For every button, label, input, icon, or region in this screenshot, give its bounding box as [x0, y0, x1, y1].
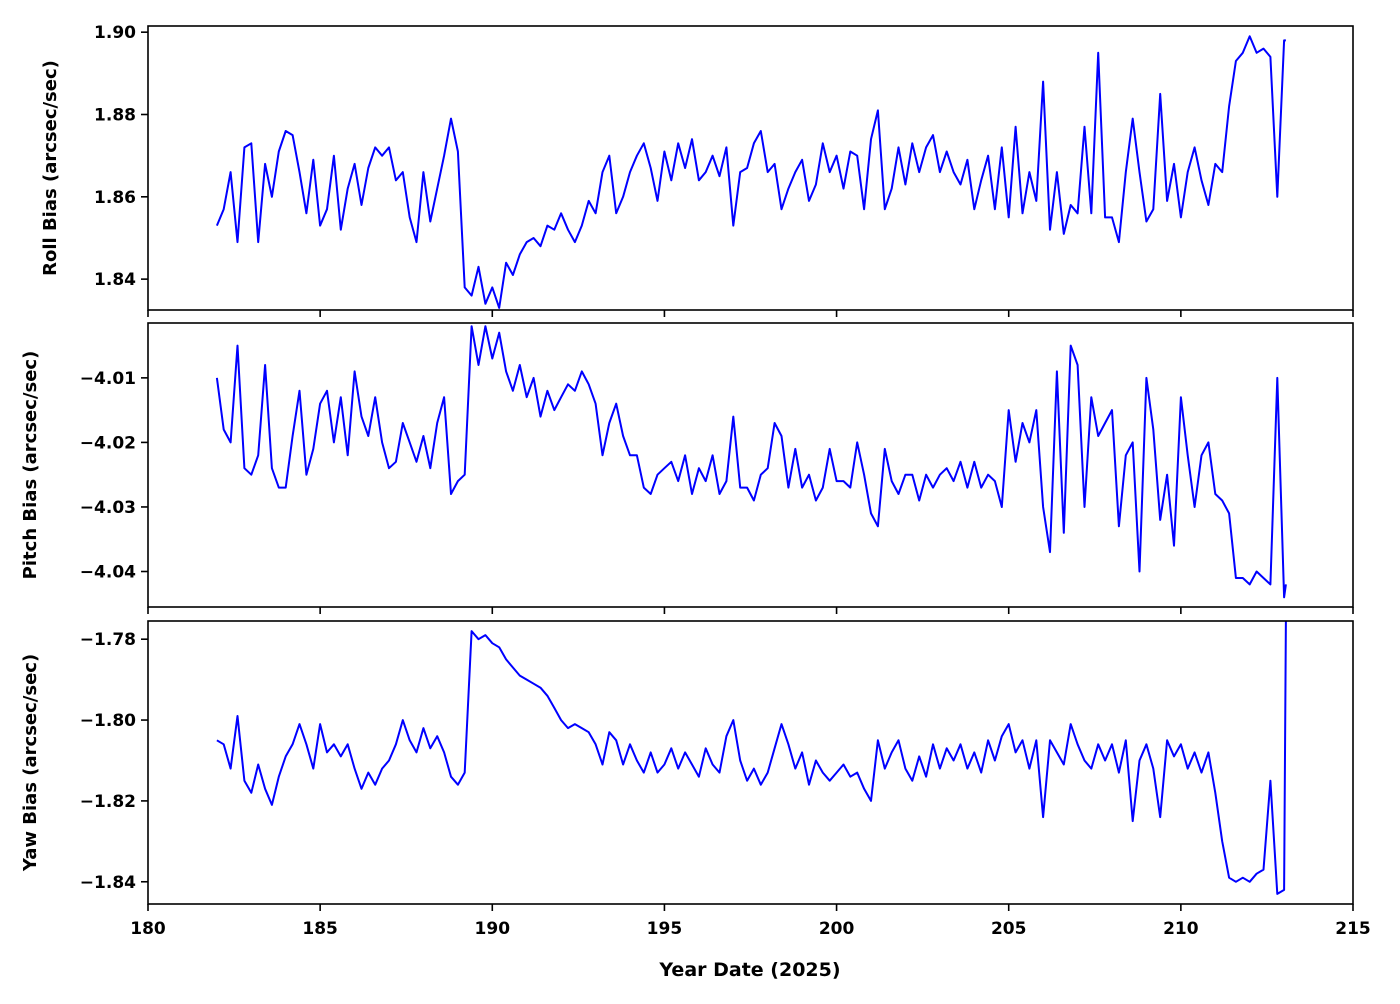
pitch-series-line — [215, 325, 1287, 599]
yaw-ytick-label: −1.80 — [80, 711, 136, 731]
pitch-panel: −4.04 −4.03 −4.02 −4.01 Pitch Bias (arcsec/s… — [20, 322, 1354, 614]
pitch-ytick-label: −4.03 — [80, 498, 136, 518]
yaw-series-line — [216, 621, 1287, 895]
roll-series-line — [215, 35, 1286, 309]
pitch-ytick-label: −4.01 — [80, 369, 136, 389]
xtick-label: 215 — [1335, 919, 1371, 939]
roll-ytick-label: 1.90 — [94, 23, 136, 43]
panels: 1.84 1.86 1.88 1.90 Roll Bias (arcsec/sec) −4… — [20, 23, 1371, 939]
roll-ytick-label: 1.88 — [94, 105, 136, 125]
yaw-y-axis-label: Yaw Bias (arcsec/sec) — [20, 654, 41, 872]
xtick-label: 180 — [130, 919, 166, 939]
x-axis-label: Year Date (2025) — [658, 959, 840, 981]
xtick-label: 200 — [819, 919, 855, 939]
xtick-label: 210 — [1163, 919, 1199, 939]
yaw-ytick-label: −1.82 — [80, 792, 136, 812]
yaw-axes-frame — [147, 620, 1354, 905]
xtick-label: 185 — [302, 919, 338, 939]
xtick-label: 205 — [991, 919, 1027, 939]
yaw-panel: −1.84 −1.82 −1.80 −1.78 Yaw Bias (arcsec/sec… — [20, 620, 1354, 911]
yaw-ytick-label: −1.84 — [80, 873, 136, 893]
yaw-ytick-label: −1.78 — [80, 630, 136, 650]
xtick-label: 190 — [475, 919, 511, 939]
roll-axes-frame — [147, 25, 1354, 311]
pitch-y-axis-label: Pitch Bias (arcsec/sec) — [20, 351, 41, 580]
roll-ytick-label: 1.86 — [94, 188, 136, 208]
roll-ytick-label: 1.84 — [94, 270, 136, 290]
pitch-ytick-label: −4.04 — [80, 563, 136, 583]
xtick-label: 195 — [647, 919, 683, 939]
roll-y-axis-label: Roll Bias (arcsec/sec) — [40, 60, 61, 276]
roll-panel: 1.84 1.86 1.88 1.90 Roll Bias (arcsec/sec) — [40, 23, 1354, 317]
pitch-ytick-label: −4.02 — [80, 433, 136, 453]
pitch-axes-frame — [147, 322, 1354, 608]
